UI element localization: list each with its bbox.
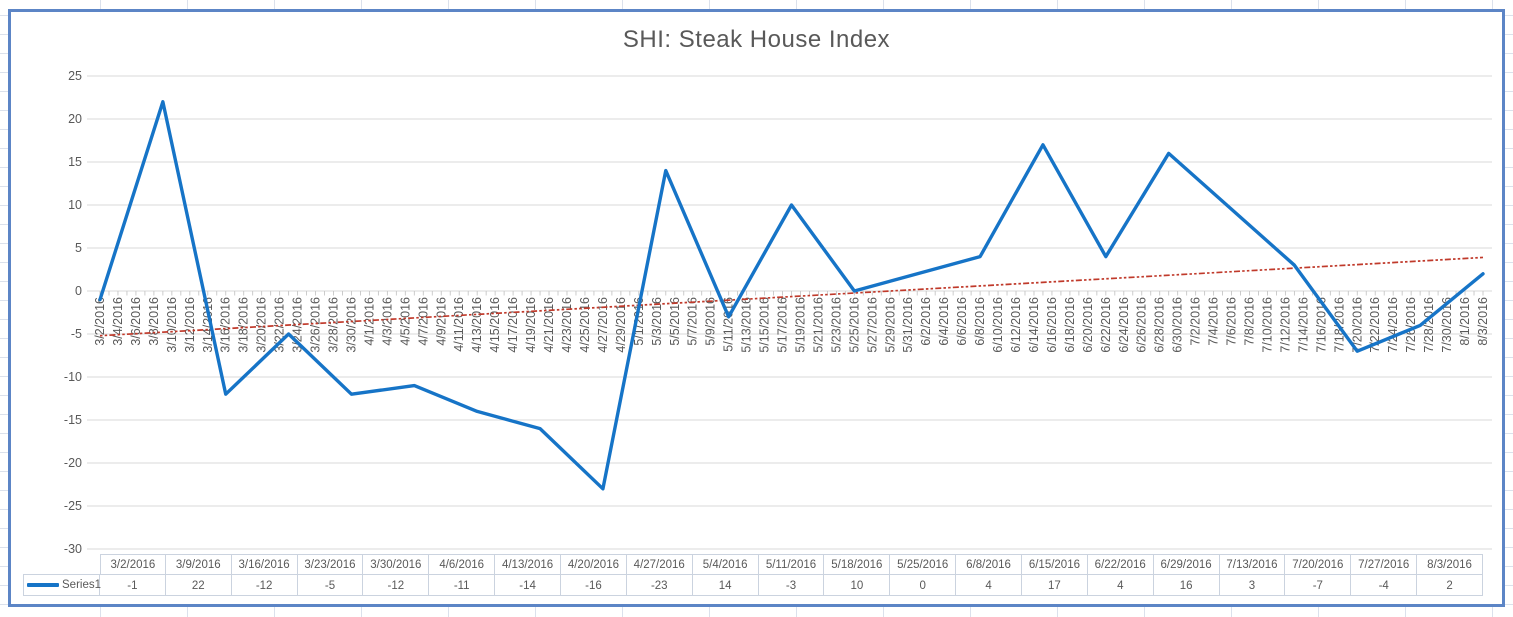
chart-object[interactable] (8, 9, 1505, 607)
chart-title[interactable]: SHI: Steak House Index (622, 26, 891, 53)
